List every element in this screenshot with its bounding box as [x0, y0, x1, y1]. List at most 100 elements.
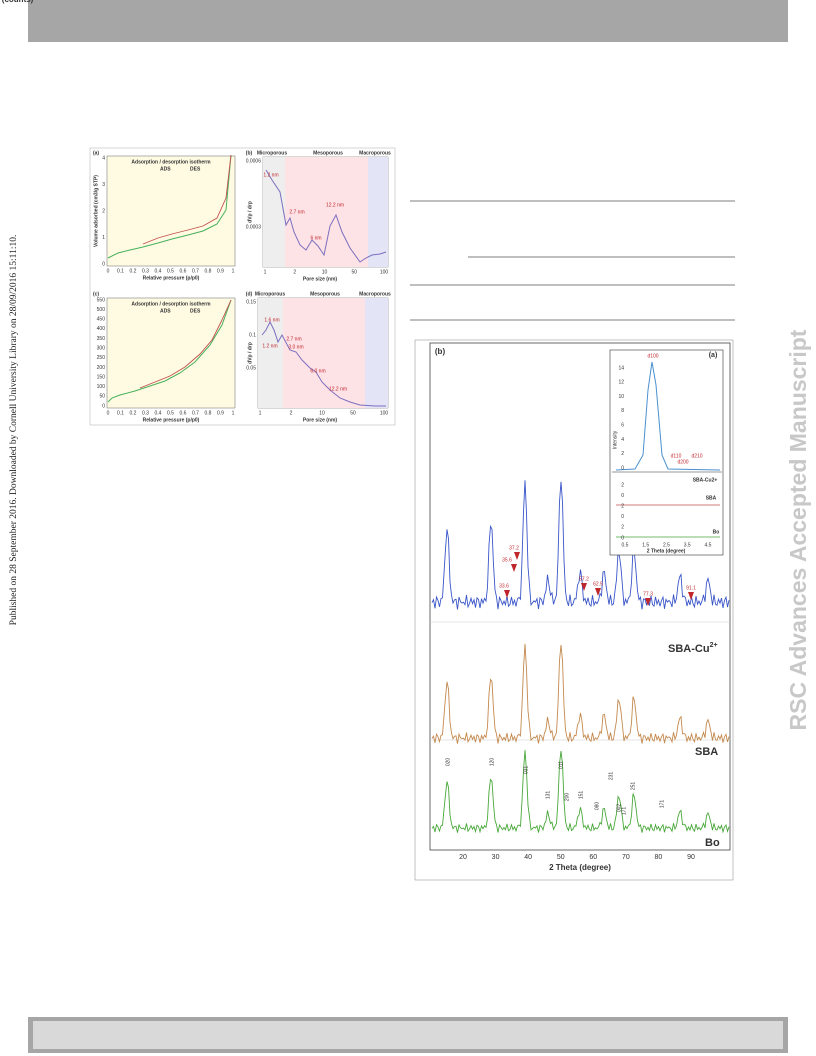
- tick-label: 0.2: [130, 268, 137, 274]
- label: DES: [190, 308, 201, 314]
- label: SBA-Cu2+: [668, 642, 718, 655]
- label: d200: [677, 459, 688, 465]
- panel-label: (a): [93, 150, 99, 156]
- label: 12.2 nm: [326, 202, 344, 208]
- tick-label: 4: [102, 155, 105, 161]
- label: 171: [659, 800, 665, 809]
- label: 011: [558, 761, 564, 769]
- table-rules: [410, 200, 735, 321]
- label: 6.0 nm: [310, 368, 325, 374]
- tick-label: 100: [380, 269, 389, 275]
- tick-label: 0.15: [246, 299, 256, 305]
- tick-label: 3: [102, 182, 105, 188]
- tick-label: 400: [97, 326, 106, 332]
- label: 6 nm: [310, 235, 321, 241]
- label: ADS: [160, 166, 171, 172]
- tick-label: 80: [655, 854, 663, 861]
- tick-label: 0.7: [192, 410, 199, 416]
- label: 77.3: [643, 591, 653, 597]
- tick-label: 0.3: [142, 268, 149, 274]
- label: 3.0 nm: [288, 344, 303, 350]
- label: 91.1: [686, 585, 696, 591]
- tick-label: 1: [264, 269, 267, 275]
- tick-label: 0: [621, 465, 624, 471]
- tick-label: 90: [687, 854, 695, 861]
- header-bar: [28, 0, 788, 42]
- tick-label: 0.7: [192, 268, 199, 274]
- label: 120: [489, 758, 495, 767]
- tick-label: 2: [621, 504, 624, 510]
- tick-label: 1: [102, 235, 105, 241]
- tick-label: 4.5: [705, 542, 712, 548]
- tick-label: 100: [97, 384, 106, 390]
- label: dVp / drp: [247, 201, 253, 223]
- label: Adsorption / desorption isotherm: [131, 159, 211, 165]
- label: 131: [545, 791, 551, 800]
- tick-label: 0.9: [217, 410, 224, 416]
- tick-label: 0.8: [205, 268, 212, 274]
- tick-label: 0.0003: [246, 224, 262, 230]
- tick-label: 150: [97, 374, 106, 380]
- tick-label: 0.1: [117, 410, 124, 416]
- label: Relative pressure (p/p0): [143, 275, 200, 281]
- label: Microporous: [257, 150, 287, 156]
- label: 151: [578, 791, 584, 800]
- label: Bo: [705, 837, 720, 849]
- footer-inner: [33, 1021, 783, 1049]
- label: 35.6: [502, 557, 512, 563]
- label: 2 Theta (degree): [549, 863, 611, 872]
- label: d210: [691, 453, 702, 459]
- label: Mesoporous: [313, 150, 343, 156]
- label: Mesoporous: [310, 291, 340, 297]
- tick-label: 0.1: [249, 332, 256, 338]
- tick-label: 250: [97, 355, 106, 361]
- tick-label: 0.0006: [246, 158, 262, 164]
- tick-label: 0: [621, 514, 624, 520]
- tick-label: 50: [557, 854, 565, 861]
- tick-label: 0: [102, 403, 105, 409]
- label: Pore size (nm): [303, 417, 338, 423]
- tick-label: 1: [232, 268, 235, 274]
- tick-label: 0.2: [130, 410, 137, 416]
- label: 002: [616, 804, 622, 813]
- tick-label: 0.1: [117, 268, 124, 274]
- tick-label: 0.5: [622, 542, 629, 548]
- panel-label: (d): [246, 291, 253, 297]
- label: SBA: [706, 495, 717, 501]
- label: 2.7 nm: [289, 209, 304, 215]
- tick-label: 2.5: [663, 542, 670, 548]
- tick-label: 0.6: [180, 410, 187, 416]
- tick-label: 3.5: [684, 542, 691, 548]
- tick-label: 0.05: [246, 365, 256, 371]
- tick-label: 0: [621, 535, 624, 541]
- tick-label: 200: [97, 365, 106, 371]
- label: 33.6: [499, 583, 509, 589]
- panel-label: (a): [709, 352, 718, 359]
- tick-label: 0.4: [155, 268, 162, 274]
- label: dVp / drp: [247, 342, 253, 364]
- label: 57.2: [579, 576, 589, 582]
- tick-label: 0.4: [155, 410, 162, 416]
- label: 37.2: [509, 545, 519, 551]
- tick-label: 0.3: [142, 410, 149, 416]
- label: Volume adsorbed (cm3/g STP): [93, 175, 99, 247]
- label: SBA-Cu2+: [693, 477, 718, 483]
- tick-label: 50: [351, 269, 357, 275]
- tick-label: 6: [621, 422, 624, 428]
- label: ADS: [160, 308, 171, 314]
- label: 1.2 nm: [263, 172, 278, 178]
- tick-label: 14: [618, 365, 624, 371]
- tick-label: 2: [621, 451, 624, 457]
- tick-label: 300: [97, 346, 106, 352]
- tick-label: 500: [97, 307, 106, 313]
- label: SBA: [695, 746, 718, 758]
- tick-label: 450: [97, 317, 106, 323]
- label: Relative pressure (p/p0): [143, 417, 200, 423]
- label: Bo: [713, 529, 720, 535]
- label: 251: [630, 782, 636, 791]
- figure-2: [414, 339, 734, 881]
- tick-label: 1.5: [642, 542, 649, 548]
- label: 020: [445, 758, 451, 767]
- tick-label: 0.5: [167, 410, 174, 416]
